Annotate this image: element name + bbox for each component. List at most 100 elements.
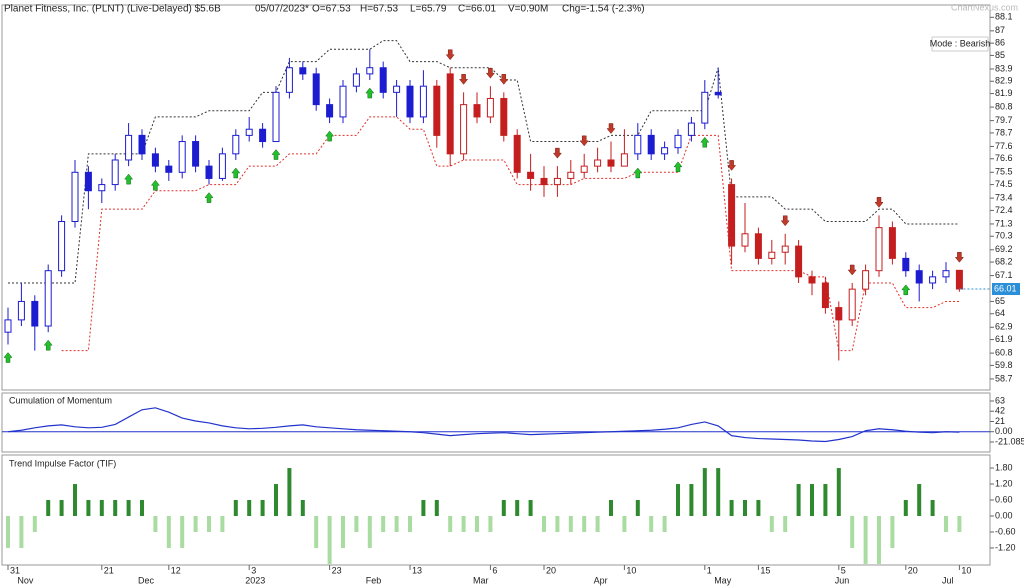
tif-bar	[153, 515, 158, 532]
x-tick-label: 20	[546, 565, 556, 575]
candle-body	[607, 159, 615, 167]
tif-bar	[823, 484, 828, 516]
y-tick-label: 64	[995, 308, 1005, 318]
price-panel	[1, 4, 991, 391]
tif-bar	[408, 515, 412, 532]
stat: L=65.79	[410, 4, 447, 15]
y-tick-label: -0.60	[995, 526, 1016, 536]
candle-body	[299, 67, 307, 75]
title: Planet Fitness, Inc. (PLNT) (Live-Delaye…	[4, 4, 221, 15]
candle-body	[393, 85, 401, 93]
candle-body	[875, 227, 883, 272]
tif-bar	[6, 515, 10, 548]
x-tick-label: 20	[908, 565, 918, 575]
x-tick-label: 12	[171, 565, 181, 575]
candle-body	[955, 269, 963, 290]
buy-arrow	[325, 130, 335, 142]
x-month-label: Apr	[594, 575, 608, 585]
tif-bar	[836, 468, 841, 516]
tif-bar	[702, 468, 707, 516]
x-tick-label: 3	[251, 565, 256, 575]
candle-body	[674, 134, 682, 149]
candle-body	[312, 73, 320, 106]
buy-arrow	[700, 136, 710, 148]
tif-bar	[46, 500, 51, 516]
candle-body	[929, 276, 937, 284]
candle-body	[84, 171, 92, 192]
y-tick-label: 21	[995, 416, 1005, 426]
candle-body	[44, 270, 52, 327]
tif-bar	[930, 500, 935, 516]
x-month-label: 2023	[245, 575, 265, 585]
tif-bar	[220, 515, 225, 532]
mode: Mode : Bearish	[930, 38, 991, 48]
y-tick-label: 88.1	[995, 12, 1013, 22]
candle-body	[460, 104, 468, 155]
sell-arrow	[874, 197, 884, 208]
buy-arrow	[673, 161, 683, 173]
candle-body	[634, 134, 642, 155]
tif-bar	[609, 500, 613, 516]
tif-bar	[354, 515, 359, 532]
x-tick-label: 6	[492, 565, 497, 575]
y-tick-label: 82.9	[995, 76, 1013, 86]
candle-body	[821, 282, 829, 309]
y-tick-label: -21.085	[995, 436, 1024, 446]
candle-body	[326, 104, 334, 118]
last-price-label: 66.01	[994, 283, 1017, 293]
buy-arrow	[43, 339, 53, 351]
tif-panel	[1, 454, 991, 566]
tif-bar	[166, 515, 171, 548]
x-month-label: Nov	[17, 575, 34, 585]
candle-body	[58, 220, 66, 272]
y-tick-label: 77.6	[995, 141, 1013, 151]
buy-arrow	[3, 352, 13, 363]
y-tick-label: 72.4	[995, 205, 1013, 215]
tif-bar	[73, 484, 77, 516]
x-tick-label: 21	[104, 565, 114, 575]
tif-bar	[19, 515, 24, 548]
candle-body	[942, 270, 950, 278]
tif-bar	[555, 515, 560, 532]
buy-arrow	[150, 179, 160, 191]
candle-body	[352, 73, 360, 87]
x-tick-label: 10	[961, 565, 971, 575]
last-price-box	[992, 283, 1020, 296]
candle-body	[701, 91, 709, 124]
tif-bar	[756, 500, 761, 516]
sell-arrow	[727, 160, 737, 171]
tif-bar	[475, 515, 479, 532]
tif-bar	[810, 484, 814, 516]
x-month-label: May	[714, 575, 732, 585]
candle-body	[4, 319, 12, 333]
tif-bar	[515, 500, 520, 516]
candle-body	[540, 177, 548, 186]
tif-bar	[850, 515, 855, 548]
candle-body	[888, 227, 896, 259]
y-tick-label: 71.3	[995, 218, 1013, 228]
y-tick-label: -1.20	[995, 542, 1016, 552]
candle-body	[580, 165, 588, 173]
y-tick-label: 73.4	[995, 192, 1013, 202]
candle-body	[232, 134, 240, 155]
candle-body	[205, 165, 213, 179]
tif-bar	[542, 515, 546, 532]
x-month-label: Jun	[835, 575, 850, 585]
candle-body	[647, 134, 655, 155]
y-tick-label: 60.8	[995, 347, 1013, 357]
y-tick-label: 59.8	[995, 360, 1013, 370]
candle-body	[165, 165, 173, 173]
y-tick-label: 76.6	[995, 153, 1013, 163]
sell-arrow	[445, 49, 455, 61]
y-tick-label: 81.9	[995, 88, 1013, 98]
tif-bar	[394, 515, 399, 532]
tif-bar	[635, 500, 640, 516]
tif-bar	[381, 515, 386, 532]
tif-bar	[126, 500, 131, 516]
buy-arrow	[633, 167, 643, 179]
sell-arrow	[954, 252, 964, 263]
x-tick-label: 1	[707, 565, 712, 575]
stop-line	[61, 116, 960, 352]
candle-body	[835, 307, 843, 321]
